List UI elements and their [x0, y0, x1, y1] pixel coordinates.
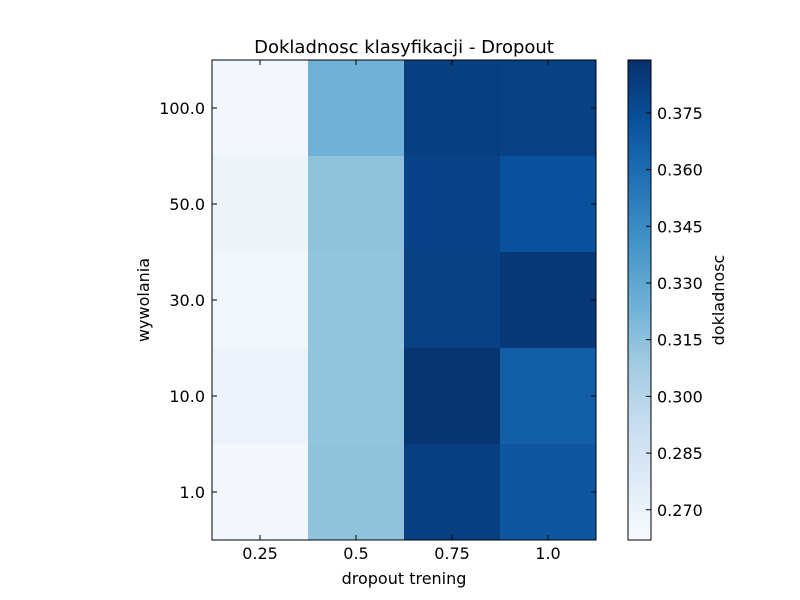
heatmap-cell: [500, 252, 597, 349]
heatmap-cell: [500, 348, 597, 445]
colorbar-tick-label: 0.345: [657, 217, 703, 236]
colorbar-ticks: 0.270 0.285 0.300 0.315 0.330 0.345 0.360 0.375: [646, 104, 703, 520]
heatmap-cell: [212, 252, 309, 349]
axis-ticks: [212, 60, 596, 540]
y-tick-label: 50.0: [169, 195, 205, 214]
heatmap-cell: [308, 156, 405, 253]
heatmap-cell: [212, 156, 309, 253]
heatmap-cell: [500, 156, 597, 253]
heatmap-cell: [212, 444, 309, 541]
x-tick-label: 0.75: [434, 544, 470, 563]
heatmap-cell: [500, 60, 597, 157]
heatmap-cell: [404, 252, 501, 349]
x-tick-label: 0.5: [343, 544, 368, 563]
heatmap-cell: [308, 444, 405, 541]
colorbar-tick-label: 0.270: [657, 501, 703, 520]
y-axis-label: wywolania: [134, 258, 153, 342]
y-tick-label: 100.0: [159, 99, 205, 118]
heatmap-cell: [212, 348, 309, 445]
colorbar-tick-label: 0.330: [657, 274, 703, 293]
y-tick-label: 1.0: [180, 483, 205, 502]
y-tick-label: 10.0: [169, 387, 205, 406]
x-tick-label: 1.0: [535, 544, 560, 563]
heatmap-cell: [404, 60, 501, 157]
x-tick-label: 0.25: [242, 544, 278, 563]
chart-title: Dokladnosc klasyfikacji - Dropout: [254, 37, 554, 58]
y-tick-label: 30.0: [169, 291, 205, 310]
heatmap-cells: [212, 60, 597, 541]
x-tick-labels: 0.25 0.5 0.75 1.0: [242, 544, 561, 563]
heatmap-cell: [404, 156, 501, 253]
y-tick-labels: 100.0 50.0 30.0 10.0 1.0: [159, 99, 205, 502]
colorbar-tick-label: 0.315: [657, 331, 703, 350]
heatmap-cell: [404, 444, 501, 541]
x-axis-label: dropout trening: [342, 569, 467, 588]
heatmap-cell: [308, 252, 405, 349]
heatmap-cell: [308, 60, 405, 157]
heatmap-cell: [212, 60, 309, 157]
colorbar: [627, 59, 652, 541]
colorbar-tick-label: 0.285: [657, 444, 703, 463]
colorbar-label: dokladnosc: [709, 255, 728, 346]
colorbar-tick-label: 0.375: [657, 104, 703, 123]
colorbar-tick-label: 0.300: [657, 387, 703, 406]
heatmap-cell: [404, 348, 501, 445]
colorbar-tick-label: 0.360: [657, 161, 703, 180]
heatmap-cell: [308, 348, 405, 445]
heatmap-cell: [500, 444, 597, 541]
